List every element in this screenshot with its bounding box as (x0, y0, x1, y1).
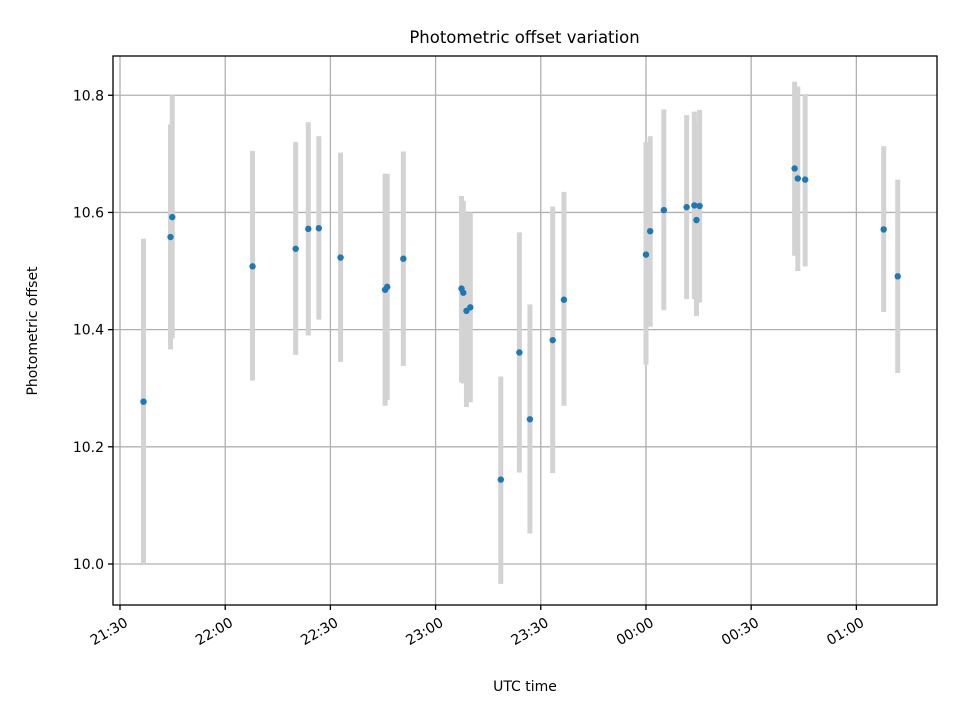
data-points (140, 165, 901, 483)
data-point (791, 165, 798, 172)
y-axis-label: Photometric offset (25, 266, 41, 396)
data-point (167, 233, 174, 241)
data-point (249, 263, 256, 270)
data-point (646, 227, 654, 235)
data-point (526, 416, 534, 423)
data-point (880, 226, 887, 233)
data-point (660, 206, 668, 214)
grid (113, 56, 937, 605)
data-point (693, 216, 700, 224)
y-tick-label: 10.2 (73, 440, 104, 456)
data-point (549, 336, 556, 344)
data-point (460, 289, 467, 296)
data-point (140, 398, 147, 405)
data-point (400, 255, 407, 262)
y-tick-label: 10.6 (73, 205, 104, 221)
chart-title: Photometric offset variation (409, 28, 639, 47)
data-point (794, 175, 801, 182)
data-point (642, 251, 650, 258)
data-point (801, 176, 809, 183)
data-point (292, 245, 299, 252)
y-tick-label: 10.8 (73, 88, 104, 104)
y-tick-label: 10.0 (73, 557, 104, 573)
x-axis-label: UTC time (493, 679, 557, 695)
data-point (169, 213, 176, 221)
data-point (497, 476, 505, 483)
data-point (337, 254, 344, 261)
data-point (560, 296, 568, 303)
data-point (691, 202, 698, 209)
data-point (383, 283, 391, 291)
data-point (894, 273, 901, 280)
data-point (305, 225, 312, 233)
data-point (315, 225, 323, 232)
data-point (683, 203, 690, 211)
data-point (467, 304, 474, 311)
y-tick-label: 10.4 (73, 323, 104, 339)
data-point (516, 349, 523, 356)
plot-frame (112, 55, 938, 606)
data-point (696, 202, 703, 210)
